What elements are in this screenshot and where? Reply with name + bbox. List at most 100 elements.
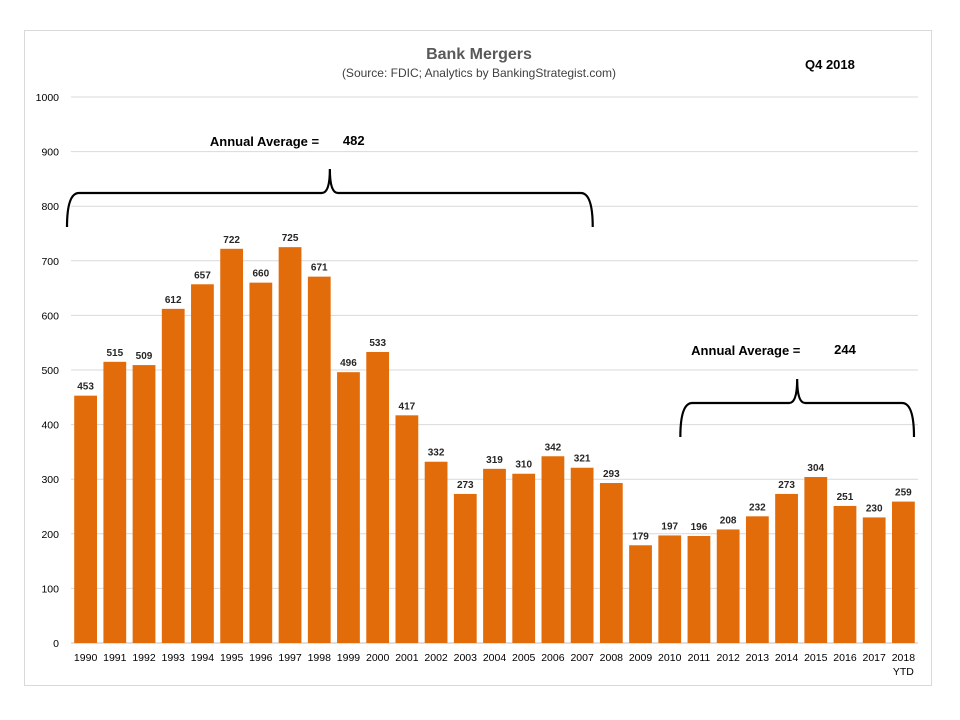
y-tick-label: 200: [41, 529, 59, 541]
bar-value-label: 179: [632, 531, 649, 542]
x-tick-label: 2015: [804, 652, 828, 664]
chart-title: Bank Mergers: [426, 46, 532, 63]
bar: [483, 468, 506, 643]
bar-value-label: 515: [106, 348, 123, 359]
x-tick-label: 1997: [278, 652, 302, 664]
annotations: Annual Average = 482 Annual Average = 244: [65, 133, 916, 438]
y-tick-label: 900: [41, 147, 59, 159]
bar-value-label: 453: [77, 382, 94, 393]
period-label: Q4 2018: [805, 57, 855, 72]
x-tick-label: 2005: [512, 652, 536, 664]
x-tick-label: 2008: [600, 652, 624, 664]
bar-value-label: 660: [253, 269, 270, 280]
x-tick-label: 2006: [541, 652, 565, 664]
bar: [570, 467, 594, 643]
annual-average-label: Annual Average =: [210, 134, 320, 149]
x-tick-label: 2016: [833, 652, 857, 664]
bar: [366, 351, 390, 643]
y-tick-label: 1000: [36, 92, 60, 104]
y-tick-label: 800: [41, 201, 59, 213]
bar-value-label: 259: [895, 488, 912, 499]
bar: [74, 395, 97, 643]
average-brace: [65, 168, 594, 228]
bar-value-label: 509: [136, 351, 153, 362]
x-tick-label: 1993: [162, 652, 186, 664]
bar-value-label: 612: [165, 295, 182, 306]
y-tick-label: 700: [41, 256, 59, 268]
y-tick-label: 300: [41, 474, 59, 486]
bar: [395, 415, 419, 643]
bar-value-label: 332: [428, 448, 445, 459]
bar: [892, 501, 915, 643]
bar: [161, 308, 185, 643]
x-tick-label: 2007: [570, 652, 594, 664]
bar-value-label: 251: [837, 492, 854, 503]
x-tick-label: 2000: [366, 652, 390, 664]
bar: [103, 361, 127, 643]
x-tick-label: 2004: [483, 652, 507, 664]
y-tick-label: 100: [41, 583, 59, 595]
bar: [599, 483, 623, 643]
bar-value-label: 273: [778, 480, 795, 491]
x-tick-label: 2002: [424, 652, 448, 664]
bar-value-label: 319: [486, 455, 503, 466]
bar-value-label: 196: [691, 522, 708, 533]
bar: [658, 535, 682, 643]
bar-value-label: 417: [399, 401, 416, 412]
x-tick-label: 2011: [688, 652, 711, 664]
x-tick-label: 1991: [103, 652, 127, 664]
bar: [191, 284, 214, 643]
bar: [687, 535, 711, 643]
chart-subtitle: (Source: FDIC; Analytics by BankingStrat…: [342, 66, 616, 80]
bar-value-label: 342: [545, 442, 562, 453]
bar-chart: 453 515 509 612 657 722 660 725 671 496 533 417 332 2…: [36, 46, 918, 678]
bar: [249, 282, 273, 643]
bar-labels: 453 515 509 612 657 722 660 725 671 496 533 417 332 2…: [77, 233, 912, 542]
x-tick-label: 1992: [132, 652, 156, 664]
bar-value-label: 496: [340, 358, 357, 369]
annual-average-value: 482: [343, 133, 365, 148]
x-tick-label: 1994: [191, 652, 215, 664]
chart-frame: 453 515 509 612 657 722 660 725 671 496 533 417 332 2…: [24, 30, 932, 686]
x-tick-label: 1999: [337, 652, 361, 664]
bar-value-label: 321: [574, 454, 591, 465]
x-tick-label: 2013: [746, 652, 770, 664]
y-axis-ticks: 0 100 200 300 400 500 600 700 800 900 1000: [36, 92, 60, 650]
bar: [453, 493, 477, 643]
bar-value-label: 533: [369, 338, 386, 349]
bar-value-label: 310: [515, 460, 532, 471]
bar: [804, 477, 828, 643]
x-tick-label: 2014: [775, 652, 799, 664]
y-tick-label: 0: [53, 638, 59, 650]
x-tick-note: YTD: [893, 666, 914, 678]
bar: [716, 529, 740, 643]
x-tick-label: 1996: [249, 652, 273, 664]
x-tick-label: 2012: [716, 652, 740, 664]
bar: [629, 545, 652, 643]
x-axis-ticks: 1990 1991 1992 1993 1994 1995 1996 1997 1998 1999…: [74, 652, 915, 678]
x-tick-label: 2001: [395, 652, 419, 664]
bar: [512, 473, 536, 643]
bar: [424, 461, 448, 643]
x-tick-label: 2017: [863, 652, 887, 664]
bar-value-label: 230: [866, 503, 883, 514]
x-tick-label: 1995: [220, 652, 244, 664]
x-tick-label: 1990: [74, 652, 98, 664]
annual-average-value: 244: [834, 342, 856, 357]
bar-value-label: 657: [194, 270, 211, 281]
bar-value-label: 197: [661, 521, 678, 532]
x-tick-label: 1998: [308, 652, 332, 664]
bar-value-label: 725: [282, 233, 299, 244]
bar: [775, 493, 798, 643]
bars: [74, 247, 915, 643]
bar-value-label: 232: [749, 502, 766, 513]
x-tick-label: 2010: [658, 652, 682, 664]
bar-value-label: 208: [720, 515, 737, 526]
bar-value-label: 293: [603, 469, 620, 480]
bar: [833, 505, 857, 643]
bar: [307, 276, 331, 643]
bar-value-label: 304: [807, 463, 824, 474]
x-tick-label: 2009: [629, 652, 653, 664]
y-tick-label: 500: [41, 365, 59, 377]
x-tick-label: 2018: [892, 652, 916, 664]
